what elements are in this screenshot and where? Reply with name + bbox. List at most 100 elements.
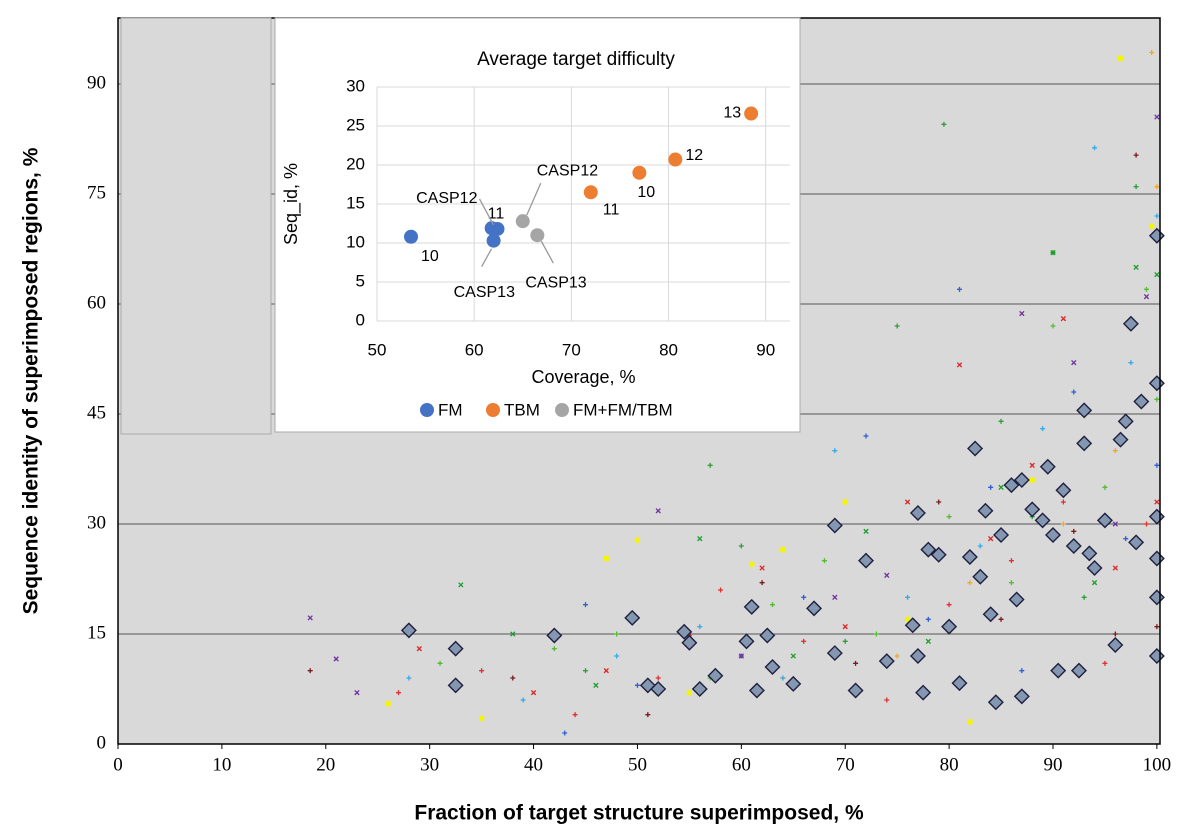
data-point (686, 690, 692, 696)
leader-line (478, 198, 495, 226)
data-point (1029, 477, 1035, 483)
x-tick-label: 0 (113, 754, 123, 775)
leader-line (540, 240, 554, 264)
leader-line (481, 248, 493, 267)
data-point (905, 594, 911, 600)
point-label: CASP12 (416, 190, 477, 207)
data-point (645, 712, 651, 718)
data-point (551, 646, 557, 652)
data-point (748, 682, 765, 699)
data-point (510, 675, 516, 681)
data-point (884, 697, 890, 703)
data-point (707, 462, 713, 468)
x-axis-label: Coverage, % (531, 367, 635, 387)
data-point (904, 617, 921, 634)
data-point (447, 677, 464, 694)
x-tick-label: 100 (1143, 754, 1172, 775)
data-point (1133, 393, 1150, 410)
data-point (1154, 213, 1160, 219)
legend-marker (420, 403, 434, 417)
data-point (801, 638, 807, 644)
data-point (655, 508, 661, 514)
y-tick-label: 45 (87, 402, 106, 423)
data-point (458, 582, 464, 588)
data-point (785, 675, 802, 692)
data-point (1133, 152, 1139, 158)
x-tick-label: 60 (732, 754, 751, 775)
data-point (632, 165, 647, 180)
data-point (988, 484, 994, 490)
data-point (764, 659, 781, 675)
data-point (1029, 462, 1035, 468)
data-point (847, 682, 864, 699)
data-point (977, 502, 994, 519)
data-point (1050, 323, 1056, 329)
data-point (1102, 484, 1108, 490)
data-point (759, 565, 765, 571)
data-point (967, 719, 973, 725)
data-point (884, 572, 890, 578)
data-point (925, 616, 931, 622)
data-point (894, 653, 900, 659)
chart-title: Average target difficulty (477, 49, 675, 70)
data-point (572, 712, 578, 718)
data-point (894, 323, 900, 329)
data-point (479, 715, 485, 721)
data-point (806, 600, 823, 617)
data-point (863, 433, 869, 439)
y-tick-label: 60 (87, 292, 106, 313)
data-point (655, 675, 661, 681)
data-point (307, 615, 313, 621)
data-point (1112, 565, 1118, 571)
x-tick-label: 70 (836, 754, 855, 775)
data-point (479, 668, 485, 674)
data-point (385, 701, 391, 707)
point-label: 11 (488, 205, 505, 222)
legend-marker (555, 403, 569, 417)
data-point (681, 634, 698, 651)
data-point (951, 675, 968, 692)
data-point (998, 484, 1004, 490)
data-point (993, 527, 1010, 543)
data-point (967, 440, 984, 457)
data-point (1112, 631, 1118, 637)
data-point (1149, 49, 1155, 55)
data-point (982, 606, 999, 623)
point-label: 11 (603, 202, 620, 219)
y-axis-label: Sequence identity of superimposed region… (20, 147, 43, 614)
data-point (832, 594, 838, 600)
data-point (582, 602, 588, 608)
data-point (691, 681, 708, 697)
point-label: 10 (637, 184, 655, 201)
data-point (842, 638, 848, 644)
data-point (1076, 435, 1093, 452)
legend-marker (486, 403, 500, 417)
data-point (998, 616, 1004, 622)
data-point (1133, 184, 1139, 190)
legend-label: TBM (504, 400, 540, 419)
data-point (1081, 594, 1087, 600)
data-point (593, 682, 599, 688)
data-point (920, 541, 937, 558)
data-point (759, 580, 765, 586)
y-tick-label: 30 (346, 76, 365, 95)
data-point (1128, 534, 1145, 551)
y-tick-label: 90 (87, 72, 106, 93)
data-point (1008, 580, 1014, 586)
data-point (1154, 114, 1160, 120)
data-point (447, 640, 464, 657)
data-point (1050, 662, 1067, 679)
data-point (354, 690, 360, 696)
legend-label: FM+FM/TBM (573, 400, 673, 419)
data-point (697, 536, 703, 542)
data-point (1039, 458, 1056, 475)
data-point (1081, 545, 1098, 562)
data-point (738, 543, 744, 549)
data-point (1013, 688, 1030, 705)
point-label: CASP13 (454, 284, 515, 301)
data-point (769, 602, 775, 608)
data-point (582, 668, 588, 674)
y-tick-label: 0 (356, 310, 365, 329)
x-tick-label: 50 (628, 754, 647, 775)
data-point (956, 362, 963, 368)
